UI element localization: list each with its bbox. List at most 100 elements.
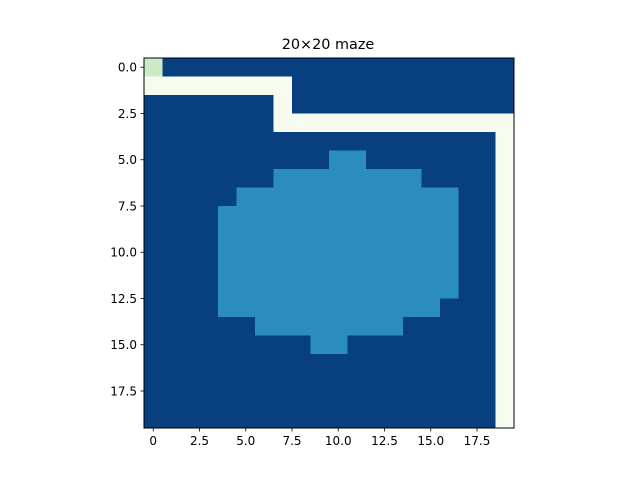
maze-cell bbox=[292, 224, 311, 244]
maze-cell bbox=[199, 95, 219, 114]
maze-cell bbox=[218, 187, 237, 207]
maze-cell bbox=[144, 354, 163, 373]
maze-cell bbox=[495, 150, 515, 170]
maze-cell bbox=[440, 261, 459, 281]
maze-cell bbox=[329, 298, 348, 318]
maze-cell bbox=[403, 280, 422, 299]
chart-title: 20×20 maze bbox=[282, 37, 375, 53]
maze-cell bbox=[329, 261, 348, 281]
maze-cell bbox=[292, 317, 311, 336]
maze-cell bbox=[329, 243, 348, 262]
maze-cell bbox=[495, 317, 515, 336]
maze-cell bbox=[384, 280, 404, 299]
maze-cell bbox=[440, 298, 459, 318]
maze-cell bbox=[366, 150, 385, 170]
maze-cell bbox=[218, 335, 237, 355]
maze-cell bbox=[236, 58, 256, 77]
maze-cell bbox=[403, 335, 422, 355]
maze-cell bbox=[384, 187, 404, 207]
maze-cell bbox=[403, 354, 422, 373]
maze-cell bbox=[495, 58, 515, 77]
maze-cell bbox=[495, 298, 515, 318]
maze-cell bbox=[218, 224, 237, 244]
maze-cell bbox=[236, 76, 256, 96]
maze-cell bbox=[310, 280, 330, 299]
maze-cell bbox=[162, 169, 182, 188]
maze-cell bbox=[273, 280, 293, 299]
maze-cell bbox=[255, 261, 274, 281]
x-tick-label: 15.0 bbox=[417, 434, 444, 448]
maze-cell bbox=[495, 261, 515, 281]
maze-cell bbox=[440, 372, 459, 392]
maze-cell bbox=[144, 391, 163, 410]
x-axis: 0 2.5 5.0 7.5 10.0 12.5 15.0 17.5 bbox=[149, 428, 490, 448]
maze-cell bbox=[366, 280, 385, 299]
maze-cell bbox=[199, 243, 219, 262]
maze-cell bbox=[495, 95, 515, 114]
maze-cell bbox=[329, 354, 348, 373]
maze-cell bbox=[162, 354, 182, 373]
maze-cell bbox=[218, 354, 237, 373]
maze-cell bbox=[310, 224, 330, 244]
maze-cell bbox=[199, 280, 219, 299]
maze-cell bbox=[366, 372, 385, 392]
maze-cell bbox=[403, 391, 422, 410]
maze-cell bbox=[236, 335, 256, 355]
y-tick-label: 10.0 bbox=[110, 246, 137, 260]
maze-cell bbox=[440, 317, 459, 336]
maze-cell bbox=[477, 372, 496, 392]
maze-cell bbox=[273, 224, 293, 244]
maze-cell bbox=[366, 132, 385, 151]
x-tick-label: 10.0 bbox=[325, 434, 352, 448]
maze-cell bbox=[181, 58, 200, 77]
maze-cell bbox=[255, 409, 274, 429]
maze-cell bbox=[181, 280, 200, 299]
maze-cell bbox=[162, 187, 182, 207]
maze-cell bbox=[495, 335, 515, 355]
maze-cell bbox=[144, 243, 163, 262]
maze-cell bbox=[440, 113, 459, 133]
maze-cell bbox=[477, 95, 496, 114]
maze-cell bbox=[292, 298, 311, 318]
maze-cell bbox=[199, 58, 219, 77]
maze-cell bbox=[384, 169, 404, 188]
maze-cell bbox=[440, 169, 459, 188]
maze-cell bbox=[310, 95, 330, 114]
maze-cell bbox=[310, 187, 330, 207]
maze-cell bbox=[421, 224, 441, 244]
maze-cell bbox=[366, 76, 385, 96]
x-tick-label: 2.5 bbox=[190, 434, 209, 448]
maze-cell bbox=[440, 206, 459, 225]
maze-cell bbox=[366, 113, 385, 133]
maze-cell bbox=[421, 409, 441, 429]
maze-cell bbox=[218, 372, 237, 392]
maze-cell bbox=[403, 187, 422, 207]
maze-cell bbox=[273, 391, 293, 410]
maze-cell bbox=[347, 261, 367, 281]
maze-cell bbox=[162, 95, 182, 114]
maze-cell bbox=[236, 243, 256, 262]
maze-cell bbox=[236, 95, 256, 114]
maze-cell bbox=[495, 354, 515, 373]
maze-cell bbox=[495, 187, 515, 207]
maze-cell bbox=[181, 224, 200, 244]
maze-cell bbox=[181, 298, 200, 318]
maze-cell bbox=[366, 409, 385, 429]
maze-cell bbox=[347, 76, 367, 96]
maze-cell bbox=[292, 150, 311, 170]
maze-cell bbox=[329, 132, 348, 151]
maze-cell bbox=[199, 224, 219, 244]
maze-cell bbox=[477, 169, 496, 188]
maze-cell bbox=[384, 113, 404, 133]
maze-cell bbox=[495, 76, 515, 96]
maze-cell bbox=[329, 372, 348, 392]
maze-cell bbox=[236, 206, 256, 225]
maze-cell bbox=[181, 243, 200, 262]
maze-cell bbox=[347, 132, 367, 151]
maze-cell bbox=[495, 243, 515, 262]
maze-cell bbox=[236, 317, 256, 336]
maze-cell bbox=[162, 76, 182, 96]
maze-cell bbox=[310, 206, 330, 225]
maze-cell bbox=[440, 132, 459, 151]
y-tick-label: 0.0 bbox=[118, 61, 137, 75]
